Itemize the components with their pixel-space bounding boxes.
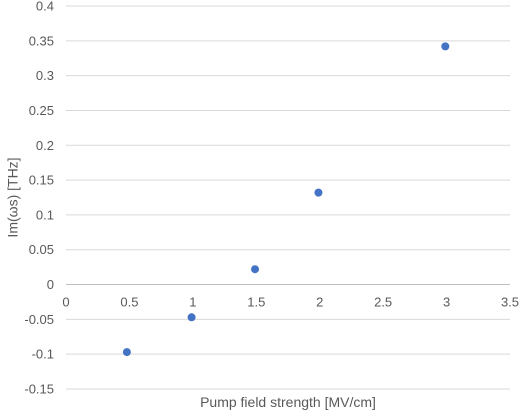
x-tick-labels: 0 0.5 1 1.5 2 2.5 3 3.5 — [62, 295, 519, 310]
y-tick-label: 0.15 — [29, 173, 54, 188]
y-axis-title: Im(ωs) [THz] — [5, 157, 21, 237]
data-point — [314, 188, 323, 197]
x-tick-label: 0.5 — [120, 295, 138, 310]
x-tick-label: 1 — [189, 295, 196, 310]
y-tick-label: 0.05 — [29, 242, 54, 257]
x-tick-label: 2 — [316, 295, 323, 310]
data-point — [187, 313, 196, 322]
x-axis-title: Pump field strength [MV/cm] — [200, 394, 376, 410]
x-tick-label: 3.5 — [501, 295, 519, 310]
y-tick-label: 0.3 — [36, 68, 54, 83]
y-tick-label: 0 — [47, 277, 54, 292]
grid — [66, 5, 510, 390]
data-point — [122, 348, 131, 357]
data-point — [441, 42, 450, 51]
y-tick-label: -0.1 — [32, 347, 54, 362]
x-tick-label: 2.5 — [374, 295, 392, 310]
data-points — [122, 42, 450, 357]
y-tick-label: 0.4 — [36, 0, 54, 14]
y-tick-label: -0.15 — [24, 382, 54, 397]
x-tick-label: 3 — [443, 295, 450, 310]
x-tick-label: 0 — [62, 295, 69, 310]
y-tick-label: -0.05 — [24, 312, 54, 327]
y-tick-label: 0.2 — [36, 138, 54, 153]
x-tick-label: 1.5 — [247, 295, 265, 310]
data-point — [251, 265, 260, 274]
y-tick-label: 0.25 — [29, 103, 54, 118]
y-tick-label: 0.35 — [29, 33, 54, 48]
y-tick-labels: -0.15 -0.1 -0.05 0 0.05 0.1 0.15 0.2 0.25 0.3 0.35… — [24, 0, 54, 397]
y-tick-label: 0.1 — [36, 207, 54, 222]
